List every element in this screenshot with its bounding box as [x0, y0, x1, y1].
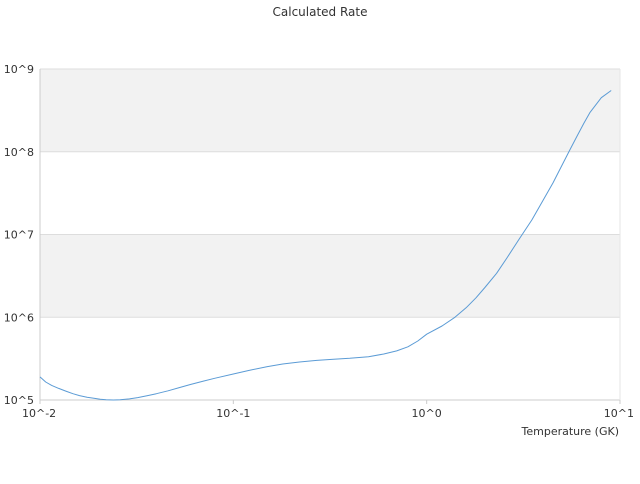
rate-series-line: [39, 90, 612, 401]
axes: [39, 69, 621, 404]
y-tick-label: 10^6: [4, 311, 34, 324]
x-tick-label: 10^0: [412, 407, 442, 420]
x-axis-label: Temperature (GK): [521, 425, 620, 438]
plot-band: [40, 151, 620, 235]
x-tick-label: 10^1: [604, 407, 634, 420]
tick-labels: 10^5 10^6 10^7 10^8 10^9 10^-2 10^-1 10^0 10^1: [4, 63, 634, 420]
series-group: [39, 90, 612, 401]
plot-band: [40, 317, 620, 400]
y-tick-label: 10^8: [4, 146, 34, 159]
y-tick-label: 10^5: [4, 394, 34, 407]
plot-background: [40, 69, 620, 400]
y-tick-label: 10^9: [4, 63, 34, 76]
y-tick-label: 10^7: [4, 229, 34, 242]
plot-band: [40, 234, 620, 318]
chart-title: Calculated Rate: [273, 5, 368, 19]
x-tick-label: 10^-1: [216, 407, 250, 420]
x-tick-label: 10^-2: [22, 407, 56, 420]
plot-band: [40, 69, 620, 152]
